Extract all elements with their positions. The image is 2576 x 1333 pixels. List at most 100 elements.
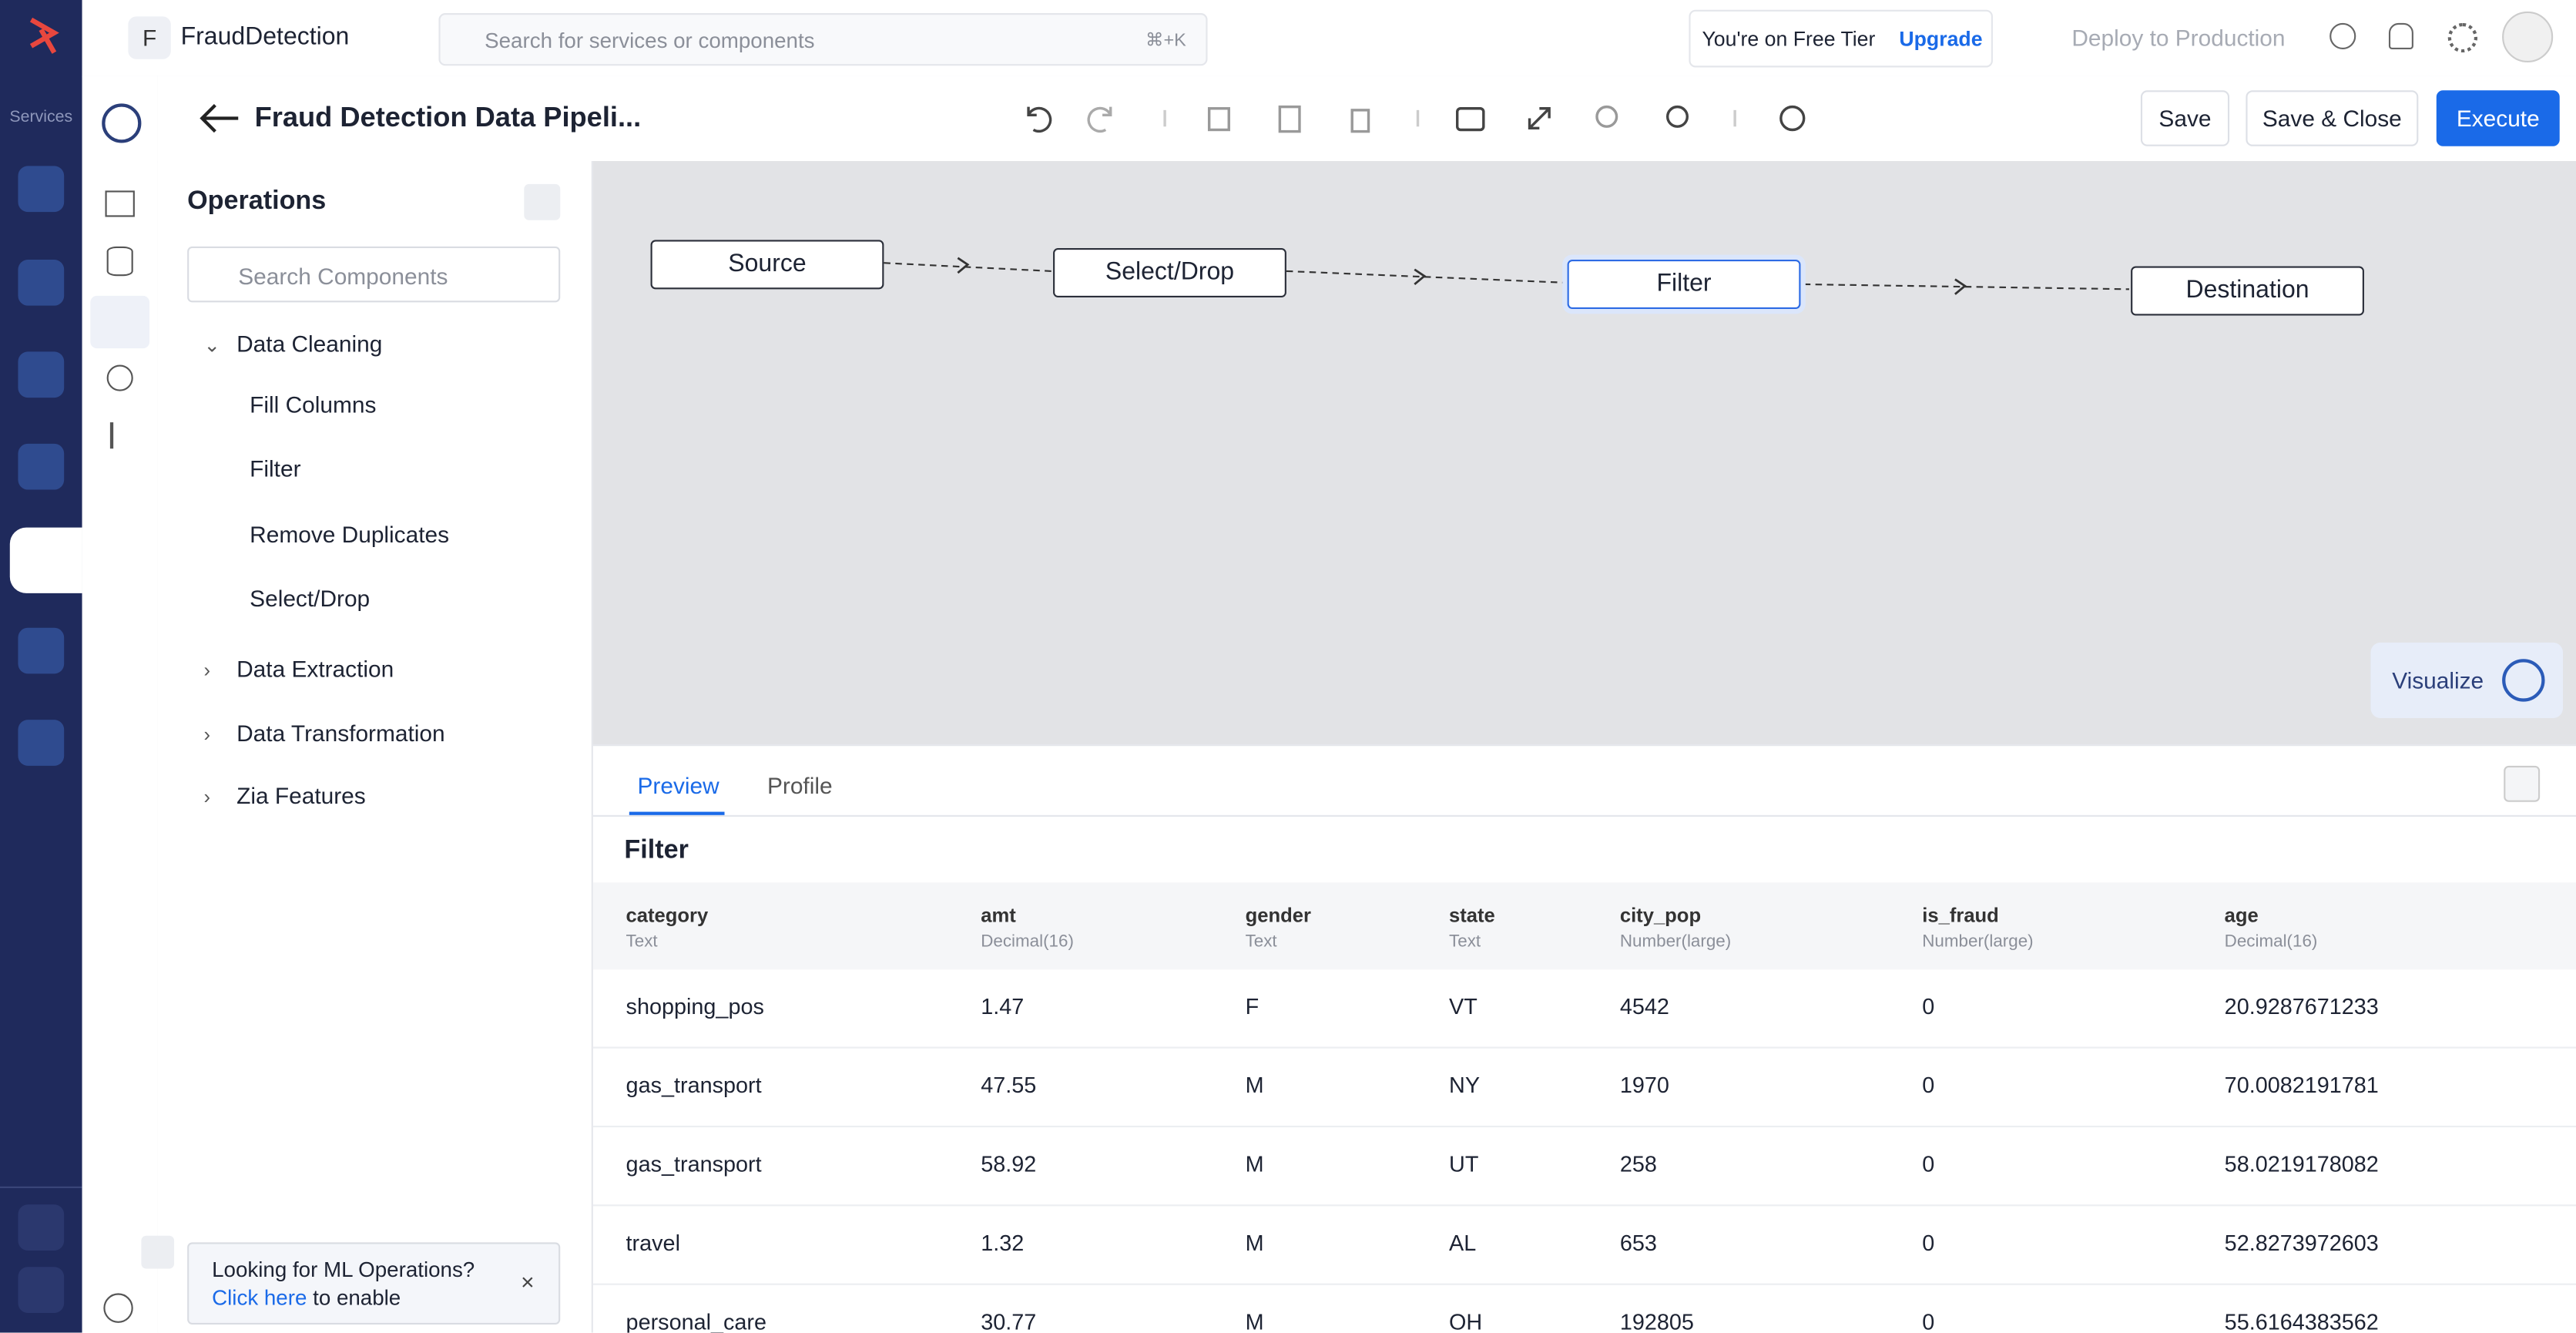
column-name: gender [1245,903,1311,927]
service-nav: Services [0,0,82,1333]
operation-item[interactable]: Select/Drop [250,585,371,612]
zoom-in[interactable] [1595,105,1618,128]
table-header [592,882,2576,970]
help[interactable] [1779,105,1806,132]
group-name[interactable]: Zia Features [236,782,366,809]
pipeline-node[interactable]: Source [650,240,884,290]
execute-button[interactable]: Execute [2436,90,2560,146]
edge [1803,283,2129,290]
table-cell: 1.32 [981,1231,1025,1256]
table-cell: OH [1449,1309,1483,1333]
home-icon[interactable] [105,190,135,217]
connectors [884,257,2129,295]
tab-divider [592,814,2576,817]
workspace-name[interactable]: FraudDetection [180,22,350,52]
copy[interactable] [1207,107,1230,132]
column-name: amt [981,903,1016,927]
table-cell: 258 [1619,1152,1657,1177]
table-cell: 0 [1922,994,1935,1019]
active-service[interactable] [9,527,82,593]
service-icon[interactable] [18,259,65,306]
search-placeholder: Search Components [238,263,448,290]
group-name[interactable]: Data Transformation [236,719,445,746]
tier-box: You're on Free Tier Upgrade [1689,9,1993,68]
flag-icon[interactable] [109,422,114,449]
pipeline-node[interactable]: Filter [1567,259,1801,309]
column-name: state [1449,903,1495,927]
group-chevron[interactable]: › [203,722,210,746]
table-cell: 0 [1922,1152,1935,1177]
table-cell: shopping_pos [626,994,764,1019]
operation-item[interactable]: Remove Duplicates [250,520,450,547]
active-tab-underline [629,811,725,815]
add-icon[interactable] [103,1293,133,1323]
workspace-initial: F [128,16,171,59]
model-icon[interactable] [106,364,133,391]
expand-bar[interactable] [141,1235,175,1269]
pipeline-icon-active[interactable] [90,295,150,349]
panel-toggle[interactable] [1455,107,1485,132]
preview-tab[interactable]: Preview [637,772,719,799]
operation-item[interactable]: Fill Columns [250,391,377,418]
column-type: Number(large) [1922,932,2034,952]
deploy-button[interactable]: Deploy to Production [2071,24,2286,52]
redo[interactable] [1087,106,1112,133]
fullscreen[interactable] [1528,107,1551,130]
component-search[interactable]: Search Components [187,246,561,303]
module-bar [82,76,159,1333]
tier-notice: You're on Free Tier [1702,28,1876,52]
settings-icon[interactable] [2447,22,2478,53]
preview-tab[interactable]: Profile [766,772,833,799]
service-icon[interactable] [18,166,65,213]
zoom-out[interactable] [1665,105,1689,128]
column-type: Number(large) [1619,932,1732,952]
close-banner[interactable]: × [521,1268,535,1295]
undo[interactable] [1027,106,1052,133]
table-cell: AL [1449,1231,1477,1256]
column-type: Text [626,932,658,952]
visualize-button[interactable]: Visualize [2370,642,2564,718]
avatar[interactable] [2502,11,2554,63]
service-icon[interactable] [18,720,65,766]
help-icon[interactable] [2329,22,2356,49]
notification-icon[interactable] [2388,22,2413,49]
pipeline-node[interactable]: Select/Drop [1053,248,1286,298]
ml-banner: Looking for ML Operations? Click here to… [187,1242,561,1325]
edge [884,262,1052,272]
group-chevron[interactable]: ⌄ [203,333,220,357]
column-name: category [626,903,709,927]
tools-icon[interactable] [18,1204,65,1251]
service-icon[interactable] [18,443,65,490]
table-cell: 653 [1619,1231,1657,1256]
back-arrow[interactable] [199,102,241,135]
banner-link[interactable]: Click here [212,1284,307,1310]
table-cell: M [1245,1152,1264,1177]
module-icon[interactable] [102,103,142,143]
table-cell: 58.92 [981,1152,1037,1177]
operation-item[interactable]: Filter [250,455,301,482]
service-icon[interactable] [18,627,65,674]
collapse-panel[interactable] [524,183,561,220]
toolbar [1027,105,1806,133]
group-chevron[interactable]: › [203,785,210,809]
global-search[interactable]: Search for services or components ⌘+K [438,13,1208,66]
table-cell: 4542 [1619,994,1669,1019]
save-button[interactable]: Save [2140,90,2230,146]
table-cell: 0 [1922,1309,1935,1333]
table-cell: UT [1449,1152,1479,1177]
upgrade-link[interactable]: Upgrade [1899,28,1983,52]
apps-icon[interactable] [18,1267,65,1314]
collapse-preview[interactable] [2504,765,2541,802]
paste[interactable] [1278,105,1301,133]
delete[interactable] [1350,109,1370,133]
search-shortcut: ⌘+K [1145,31,1186,52]
column-name: city_pop [1619,903,1702,927]
group-name[interactable]: Data Extraction [236,656,394,683]
pipeline-node[interactable]: Destination [2131,266,2364,316]
group-name[interactable]: Data Cleaning [236,330,383,357]
group-chevron[interactable]: › [203,659,210,683]
table-cell: VT [1449,994,1478,1019]
data-icon[interactable] [106,246,133,277]
save-close-button[interactable]: Save & Close [2246,90,2419,146]
service-icon[interactable] [18,351,65,398]
